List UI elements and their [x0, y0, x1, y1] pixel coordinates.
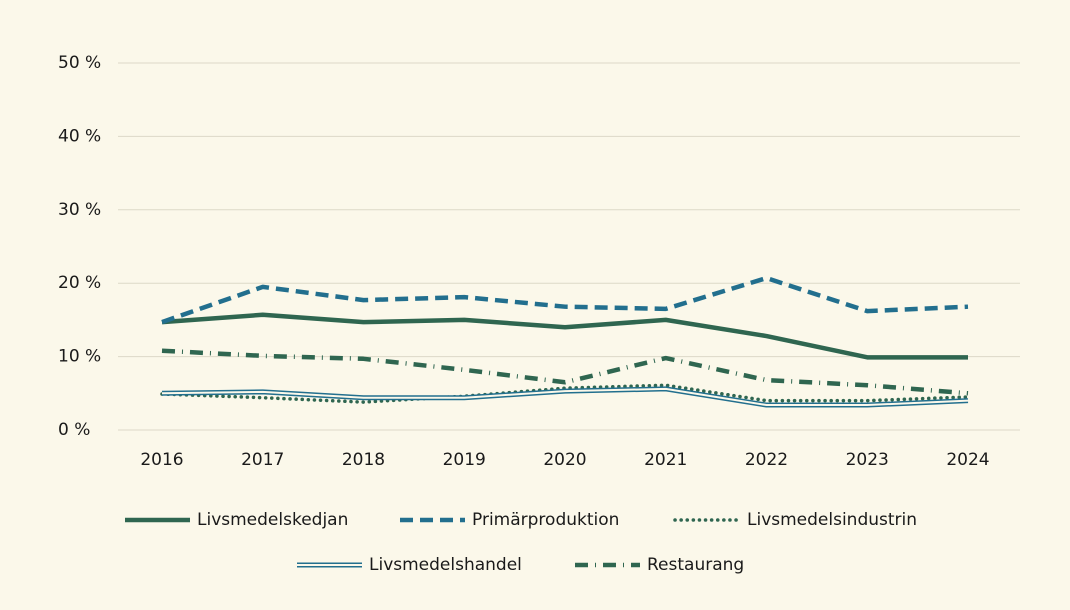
y-tick-label: 40 %	[58, 126, 101, 146]
legend-label: Restaurang	[647, 555, 744, 575]
y-tick-label: 50 %	[58, 53, 101, 73]
series-line	[160, 383, 970, 404]
x-tick-label: 2022	[745, 450, 788, 470]
legend-label: Livsmedelshandel	[369, 555, 522, 575]
y-tick-label: 30 %	[58, 200, 101, 220]
x-tick-label: 2017	[241, 450, 284, 470]
y-tick-label: 0 %	[58, 420, 90, 440]
legend-label: Livsmedelskedjan	[197, 510, 348, 530]
x-tick-label: 2016	[140, 450, 183, 470]
x-tick-label: 2019	[443, 450, 486, 470]
series-line	[161, 275, 969, 325]
legend-label: Livsmedelsindustrin	[747, 510, 917, 530]
series-line	[161, 348, 969, 396]
x-tick-label: 2020	[543, 450, 586, 470]
x-tick-label: 2024	[946, 450, 989, 470]
y-tick-label: 10 %	[58, 347, 101, 367]
x-tick-label: 2021	[644, 450, 687, 470]
series-line	[161, 312, 968, 360]
x-tick-label: 2018	[342, 450, 385, 470]
legend-label: Primärproduktion	[472, 510, 619, 530]
series-line-inner	[161, 387, 969, 407]
y-tick-label: 20 %	[58, 273, 101, 293]
x-tick-label: 2023	[846, 450, 889, 470]
